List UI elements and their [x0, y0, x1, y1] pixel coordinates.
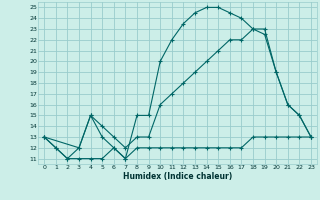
X-axis label: Humidex (Indice chaleur): Humidex (Indice chaleur) [123, 172, 232, 181]
